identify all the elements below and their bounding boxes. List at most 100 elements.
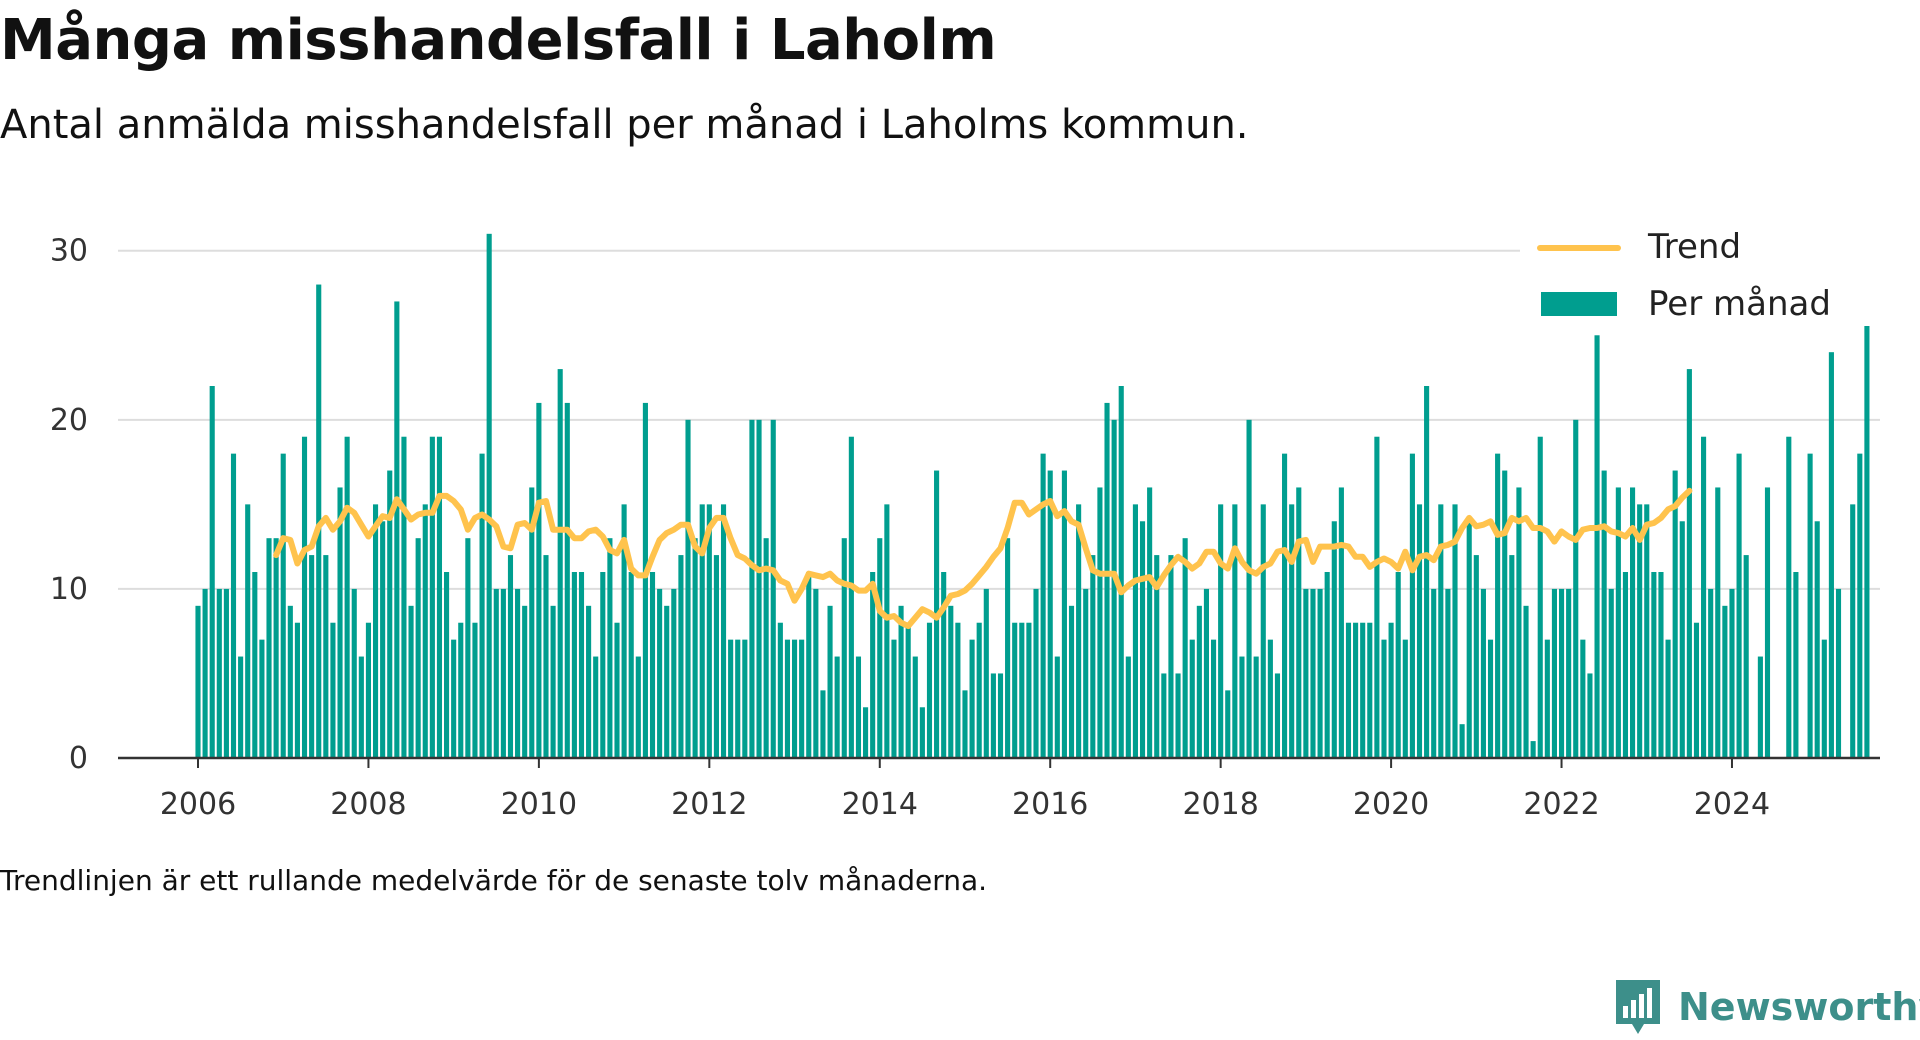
bar xyxy=(969,639,975,758)
bar xyxy=(543,555,549,758)
bar xyxy=(1182,538,1188,758)
bar xyxy=(1828,352,1834,758)
bar xyxy=(1274,673,1281,758)
bar xyxy=(266,538,272,758)
bar xyxy=(1246,419,1252,758)
bar xyxy=(926,622,933,758)
bar xyxy=(536,402,542,758)
bar xyxy=(1381,639,1387,758)
bar xyxy=(941,572,947,758)
bar xyxy=(1857,453,1863,758)
bar xyxy=(1821,639,1827,758)
bar xyxy=(1360,622,1366,758)
bar xyxy=(948,605,954,758)
bar xyxy=(1338,487,1344,758)
bar xyxy=(1409,453,1415,758)
x-tick-label: 2022 xyxy=(1523,787,1599,822)
bar xyxy=(1345,622,1352,758)
brand-logo: Newsworthy xyxy=(1612,976,1920,1038)
bar xyxy=(309,555,315,758)
bar xyxy=(351,588,357,758)
bar xyxy=(1118,386,1124,758)
bar xyxy=(728,639,734,758)
bar xyxy=(1594,335,1600,758)
bar xyxy=(692,538,698,758)
bar xyxy=(1175,673,1181,758)
bar xyxy=(1445,588,1451,758)
bar xyxy=(1310,588,1316,758)
bar xyxy=(1679,521,1685,758)
bar xyxy=(429,436,435,758)
bar xyxy=(607,538,613,758)
bar xyxy=(635,656,641,758)
bar xyxy=(742,639,748,758)
bar xyxy=(834,656,840,758)
bar xyxy=(1814,521,1820,758)
bar xyxy=(1431,588,1437,758)
bar xyxy=(1495,453,1501,758)
brand-name: Newsworthy xyxy=(1678,985,1920,1029)
bar xyxy=(358,656,364,758)
bar xyxy=(1019,622,1025,758)
bar xyxy=(649,572,656,758)
bar xyxy=(1239,656,1245,758)
y-tick-label: 30 xyxy=(50,234,88,269)
bar xyxy=(1644,504,1650,758)
y-tick-label: 10 xyxy=(50,572,88,607)
bar xyxy=(713,555,719,758)
bar xyxy=(1764,487,1771,758)
bar xyxy=(1736,453,1742,758)
bar xyxy=(1452,504,1458,758)
y-tick-label: 0 xyxy=(69,741,88,776)
bar xyxy=(1090,555,1096,758)
bar xyxy=(763,538,769,758)
bar xyxy=(1757,656,1763,758)
bar xyxy=(1047,470,1053,758)
bar xyxy=(1530,741,1536,758)
bar xyxy=(1147,487,1153,758)
bar xyxy=(1544,639,1550,758)
bar xyxy=(1793,572,1799,758)
x-tick-label: 2012 xyxy=(671,787,747,822)
newsworthy-logo-icon xyxy=(1616,980,1660,1034)
bar xyxy=(855,656,862,758)
bar xyxy=(799,639,805,758)
trend-line-group xyxy=(273,487,1693,630)
axes: 0 10 20 30 2006 2008 2010 2012 2014 2016 2018 2020 2… xyxy=(50,234,1880,822)
bar xyxy=(294,622,300,758)
bar xyxy=(1516,487,1522,758)
x-tick-label: 2014 xyxy=(842,787,918,822)
bar xyxy=(884,504,890,758)
bar xyxy=(252,572,258,758)
bar xyxy=(486,233,492,758)
bar xyxy=(1083,588,1089,758)
bar xyxy=(1054,656,1060,758)
bar xyxy=(465,538,471,758)
bar xyxy=(1850,504,1856,758)
bar xyxy=(1189,639,1195,758)
bar xyxy=(1630,487,1636,758)
bar xyxy=(600,572,606,758)
bar xyxy=(1693,622,1700,758)
bar xyxy=(593,656,599,758)
bar xyxy=(664,605,670,758)
bar xyxy=(1111,419,1117,758)
bar xyxy=(621,504,627,758)
bar xyxy=(784,639,791,758)
bar xyxy=(1061,470,1067,758)
bar xyxy=(458,622,464,758)
bar xyxy=(813,588,819,758)
bar xyxy=(564,402,570,758)
bar xyxy=(365,622,371,758)
bar xyxy=(422,504,428,758)
bar xyxy=(238,656,244,758)
bar xyxy=(1303,588,1309,758)
bar xyxy=(451,639,457,758)
bar xyxy=(1701,436,1707,758)
bar xyxy=(1395,572,1401,758)
bar xyxy=(287,605,293,758)
bar xyxy=(1686,369,1692,758)
bar xyxy=(1225,690,1231,758)
bar xyxy=(1651,572,1657,758)
bar xyxy=(1104,402,1110,758)
